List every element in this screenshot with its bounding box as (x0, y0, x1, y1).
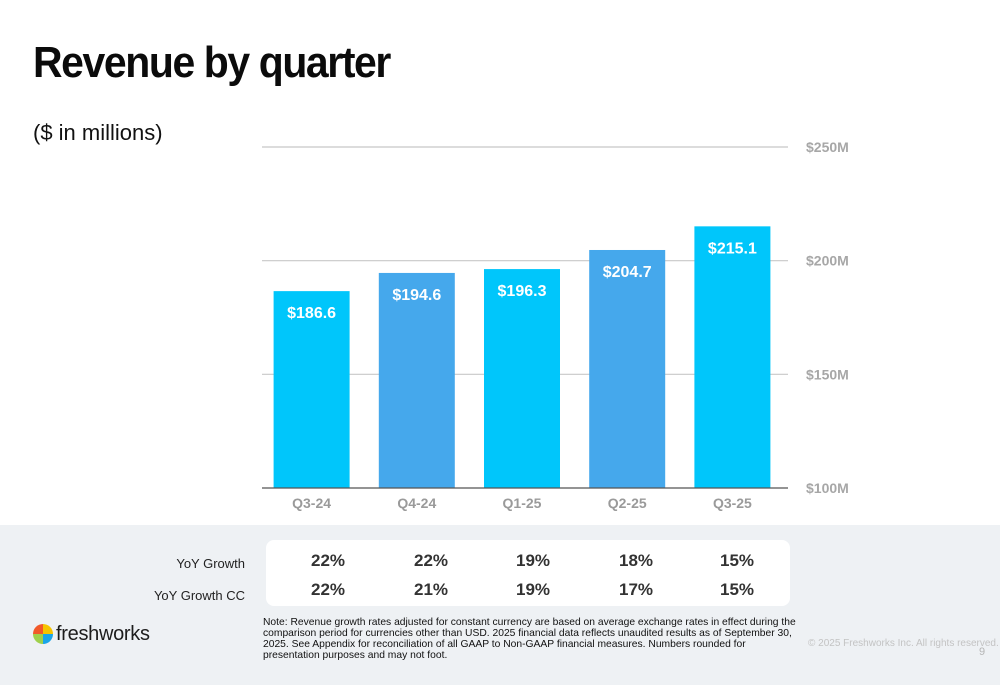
y-tick-label: $250M (806, 139, 849, 155)
yoy-growth-cell: 18% (618, 551, 654, 570)
yoy-growth-cc-cell: 19% (515, 580, 551, 599)
x-tick-label: Q1-25 (503, 495, 542, 511)
growth-table (266, 540, 790, 606)
y-tick-label: $150M (806, 366, 849, 382)
copyright: © 2025 Freshworks Inc. All rights reserv… (808, 638, 999, 649)
bar (378, 272, 455, 488)
slide-subtitle: ($ in millions) (33, 120, 163, 145)
bar-data-label: $204.7 (603, 264, 652, 281)
y-tick-label: $200M (806, 253, 849, 269)
page-number: 9 (979, 646, 986, 658)
growth-row-label-yoy-cc: YoY Growth CC (153, 588, 245, 603)
freshworks-logo-icon (33, 624, 53, 644)
bar-data-label: $194.6 (392, 287, 441, 304)
bar-data-label: $196.3 (498, 283, 547, 300)
x-tick-label: Q2-25 (608, 495, 647, 511)
yoy-growth-cc-cell: 17% (618, 580, 654, 599)
y-tick-label: $100M (806, 480, 849, 496)
bar (694, 226, 771, 488)
bar (273, 291, 350, 488)
yoy-growth-cell: 22% (413, 551, 449, 570)
bar-data-label: $215.1 (708, 240, 757, 257)
freshworks-logo: freshworks (32, 622, 150, 646)
x-tick-label: Q3-25 (713, 495, 752, 511)
yoy-growth-cc-cell: 15% (719, 580, 755, 599)
yoy-growth-cell: 22% (310, 551, 346, 570)
x-tick-label: Q3-24 (292, 495, 331, 511)
bar (484, 269, 560, 488)
yoy-growth-cell: 19% (515, 551, 551, 570)
yoy-growth-cell: 15% (719, 551, 755, 570)
footnote: Note: Revenue growth rates adjusted for … (263, 617, 796, 661)
bar-data-label: $186.6 (287, 305, 336, 322)
bar (589, 249, 666, 488)
growth-row-label-yoy: YoY Growth (176, 556, 245, 571)
revenue-bar-chart: $100M $150M $200M $250M $186.6 Q3-24 $194.6 Q4-… (262, 139, 849, 511)
x-tick-label: Q4-24 (397, 495, 436, 511)
yoy-growth-cc-cell: 22% (310, 580, 346, 599)
slide-title: Revenue by quarter (33, 38, 391, 87)
brand-name: freshworks (56, 622, 150, 645)
yoy-growth-cc-cell: 21% (413, 580, 449, 599)
